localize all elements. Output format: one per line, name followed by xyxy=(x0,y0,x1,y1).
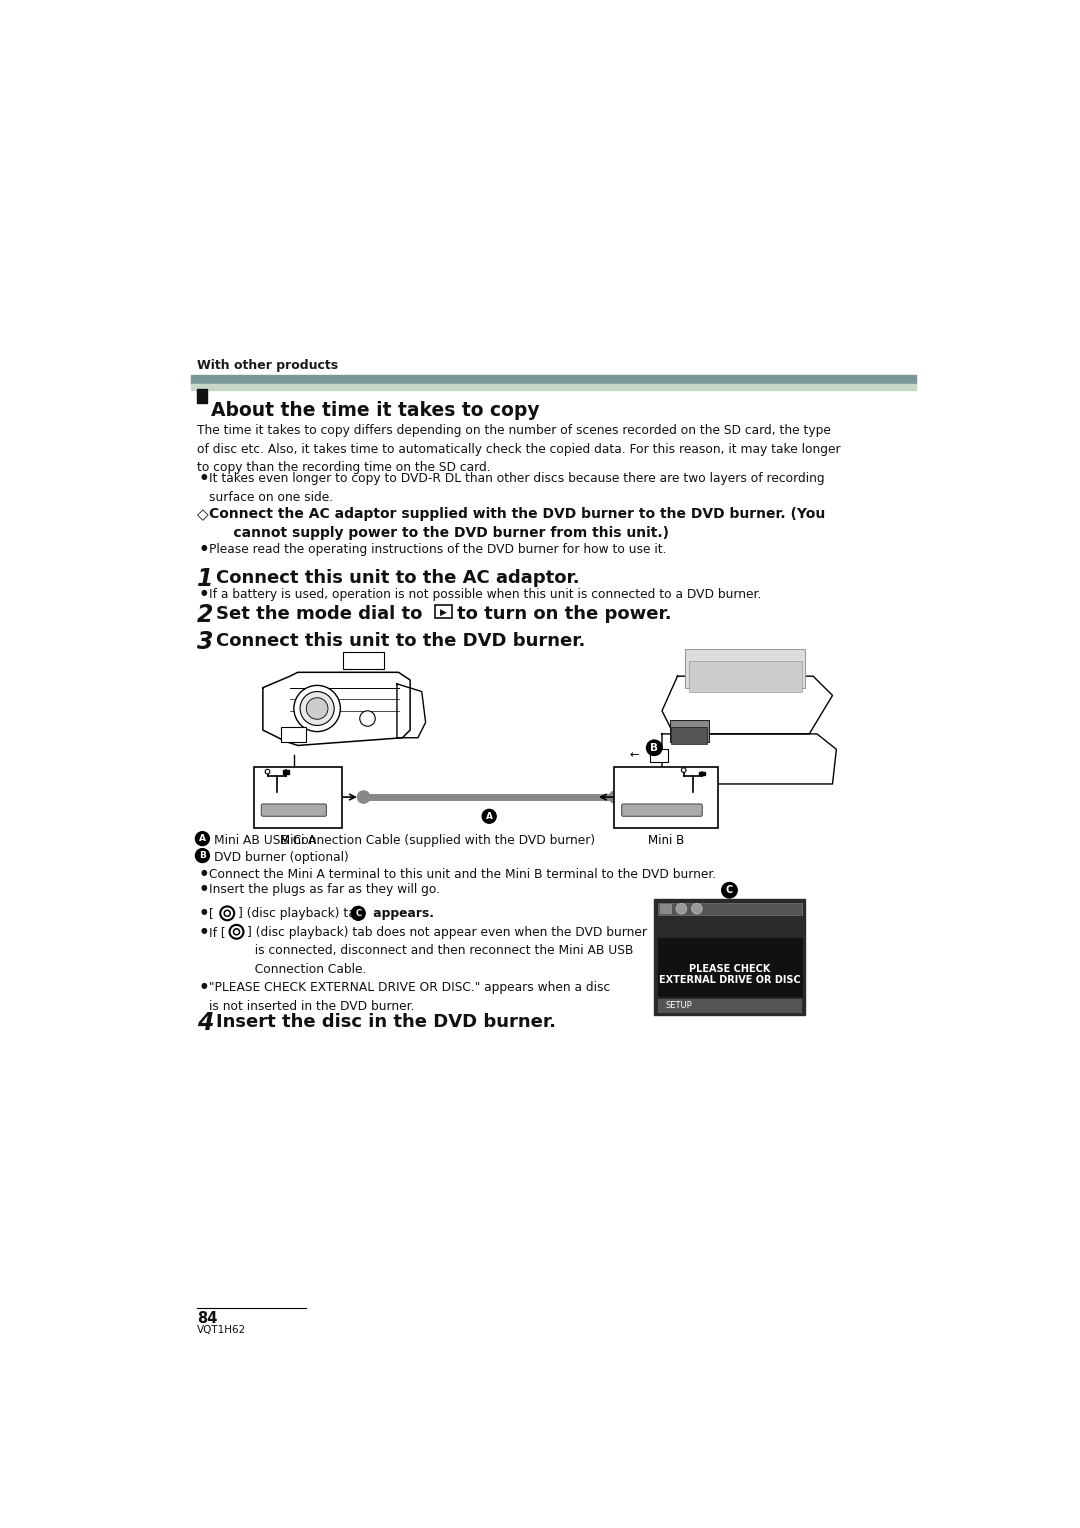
FancyBboxPatch shape xyxy=(254,767,342,828)
Polygon shape xyxy=(662,677,833,733)
Text: If [: If [ xyxy=(210,926,226,938)
Text: ] (disc playback) tab does not appear even when the DVD burner
  is connected, d: ] (disc playback) tab does not appear ev… xyxy=(247,926,647,976)
Text: Mini A: Mini A xyxy=(280,834,315,847)
Circle shape xyxy=(195,848,210,862)
Bar xyxy=(672,727,707,744)
Text: Set the mode dial to: Set the mode dial to xyxy=(216,605,422,623)
Bar xyxy=(689,660,801,692)
Bar xyxy=(191,385,916,390)
Bar xyxy=(658,938,801,996)
Text: About the time it takes to copy: About the time it takes to copy xyxy=(211,402,540,420)
Circle shape xyxy=(721,883,738,898)
Text: 84: 84 xyxy=(197,1311,217,1326)
Circle shape xyxy=(225,911,230,917)
Text: [: [ xyxy=(210,908,218,920)
Text: ●: ● xyxy=(200,542,206,552)
Text: Connect this unit to the AC adaptor.: Connect this unit to the AC adaptor. xyxy=(216,568,579,587)
Circle shape xyxy=(647,740,662,755)
Text: ●: ● xyxy=(200,868,206,877)
Circle shape xyxy=(676,903,687,914)
Circle shape xyxy=(226,912,229,915)
Text: C: C xyxy=(726,885,733,895)
Text: 3: 3 xyxy=(197,630,214,654)
Text: Connect the AC adaptor supplied with the DVD burner to the DVD burner. (You
    : Connect the AC adaptor supplied with the… xyxy=(210,507,825,541)
Text: ] (disc playback) tab: ] (disc playback) tab xyxy=(238,908,364,920)
Circle shape xyxy=(235,931,238,934)
Bar xyxy=(197,390,207,403)
Text: Please read the operating instructions of the DVD burner for how to use it.: Please read the operating instructions o… xyxy=(210,542,667,556)
FancyBboxPatch shape xyxy=(622,804,702,816)
Text: 4: 4 xyxy=(197,1012,214,1034)
Text: The time it takes to copy differs depending on the number of scenes recorded on : The time it takes to copy differs depend… xyxy=(197,425,840,474)
Bar xyxy=(685,649,806,688)
Circle shape xyxy=(266,769,270,775)
Text: Mini B: Mini B xyxy=(648,834,684,847)
Text: ◇: ◇ xyxy=(197,507,208,521)
Text: A: A xyxy=(199,834,206,843)
Text: It takes even longer to copy to DVD-R DL than other discs because there are two : It takes even longer to copy to DVD-R DL… xyxy=(210,472,825,504)
Text: With other products: With other products xyxy=(197,359,338,371)
Circle shape xyxy=(351,906,365,920)
Text: B: B xyxy=(650,743,658,753)
Bar xyxy=(670,720,708,741)
Bar xyxy=(658,999,801,1013)
Text: Connect the Mini A terminal to this unit and the Mini B terminal to the DVD burn: Connect the Mini A terminal to this unit… xyxy=(210,868,717,880)
Text: SETUP: SETUP xyxy=(666,1001,692,1010)
Polygon shape xyxy=(397,685,426,738)
FancyBboxPatch shape xyxy=(649,749,669,761)
Polygon shape xyxy=(662,733,836,784)
Circle shape xyxy=(233,929,240,935)
Text: ●: ● xyxy=(200,588,206,596)
Text: ●: ● xyxy=(200,472,206,481)
Text: ●: ● xyxy=(200,981,206,990)
Text: ●: ● xyxy=(200,908,206,917)
FancyBboxPatch shape xyxy=(261,804,326,816)
FancyBboxPatch shape xyxy=(613,767,718,828)
FancyBboxPatch shape xyxy=(343,652,383,669)
Text: If a battery is used, operation is not possible when this unit is connected to a: If a battery is used, operation is not p… xyxy=(210,588,761,601)
Text: A: A xyxy=(486,811,492,821)
Bar xyxy=(661,905,672,914)
Circle shape xyxy=(609,792,622,804)
Text: ←: ← xyxy=(630,750,638,761)
Text: 1: 1 xyxy=(197,567,214,591)
Circle shape xyxy=(307,698,328,720)
Text: Connect this unit to the DVD burner.: Connect this unit to the DVD burner. xyxy=(216,633,585,651)
Circle shape xyxy=(220,906,234,920)
Circle shape xyxy=(691,903,702,914)
Text: ●: ● xyxy=(200,926,206,935)
Text: ▶: ▶ xyxy=(440,608,447,617)
FancyBboxPatch shape xyxy=(282,727,307,743)
Bar xyxy=(654,900,806,1015)
Text: Insert the plugs as far as they will go.: Insert the plugs as far as they will go. xyxy=(210,883,441,897)
Circle shape xyxy=(482,810,496,824)
Text: DVD burner (optional): DVD burner (optional) xyxy=(214,851,349,863)
Circle shape xyxy=(357,792,369,804)
Text: appears.: appears. xyxy=(369,908,434,920)
Circle shape xyxy=(294,686,340,732)
Text: Mini AB USB Connection Cable (supplied with the DVD burner): Mini AB USB Connection Cable (supplied w… xyxy=(214,834,595,847)
Text: EXTERNAL DRIVE OR DISC: EXTERNAL DRIVE OR DISC xyxy=(659,975,800,986)
Text: PLEASE CHECK: PLEASE CHECK xyxy=(689,964,770,973)
Text: 2: 2 xyxy=(197,604,214,626)
Circle shape xyxy=(300,692,334,726)
Text: C: C xyxy=(355,909,362,918)
Text: VQT1H62: VQT1H62 xyxy=(197,1325,246,1334)
Text: to turn on the power.: to turn on the power. xyxy=(458,605,672,623)
Bar xyxy=(283,770,289,775)
Text: Insert the disc in the DVD burner.: Insert the disc in the DVD burner. xyxy=(216,1013,555,1031)
Circle shape xyxy=(360,711,375,726)
FancyBboxPatch shape xyxy=(435,605,451,617)
Circle shape xyxy=(230,924,243,938)
Text: B: B xyxy=(199,851,206,860)
Bar xyxy=(658,903,801,915)
Circle shape xyxy=(195,831,210,845)
Text: ●: ● xyxy=(200,883,206,892)
Bar xyxy=(191,374,916,385)
Bar xyxy=(699,772,705,776)
Circle shape xyxy=(681,767,686,773)
Polygon shape xyxy=(262,672,410,746)
Text: "PLEASE CHECK EXTERNAL DRIVE OR DISC." appears when a disc
is not inserted in th: "PLEASE CHECK EXTERNAL DRIVE OR DISC." a… xyxy=(210,981,610,1013)
